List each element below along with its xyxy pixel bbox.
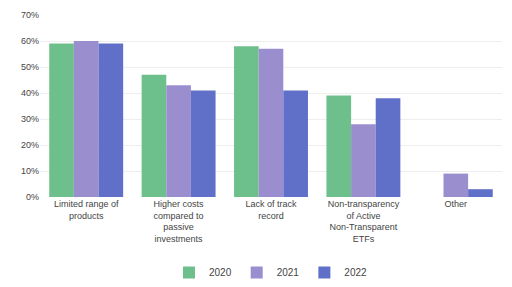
- svg-text:10%: 10%: [21, 166, 39, 176]
- svg-text:50%: 50%: [21, 62, 39, 72]
- svg-text:2021: 2021: [277, 267, 300, 278]
- svg-text:40%: 40%: [21, 88, 39, 98]
- svg-text:2020: 2020: [209, 267, 232, 278]
- svg-text:0%: 0%: [26, 192, 39, 202]
- svg-text:2022: 2022: [344, 267, 367, 278]
- svg-text:20%: 20%: [21, 140, 39, 150]
- svg-text:Limited range ofproducts: Limited range ofproducts: [54, 199, 119, 221]
- svg-text:Higher costscompared topassive: Higher costscompared topassiveinvestment…: [154, 199, 205, 244]
- svg-text:30%: 30%: [21, 114, 39, 124]
- svg-text:Other: Other: [445, 199, 468, 209]
- svg-text:60%: 60%: [21, 36, 39, 46]
- svg-text:Non-transparencyof ActiveNon-T: Non-transparencyof ActiveNon-Transparent…: [328, 199, 400, 244]
- svg-text:70%: 70%: [21, 10, 39, 20]
- svg-text:Lack of trackrecord: Lack of trackrecord: [245, 199, 297, 221]
